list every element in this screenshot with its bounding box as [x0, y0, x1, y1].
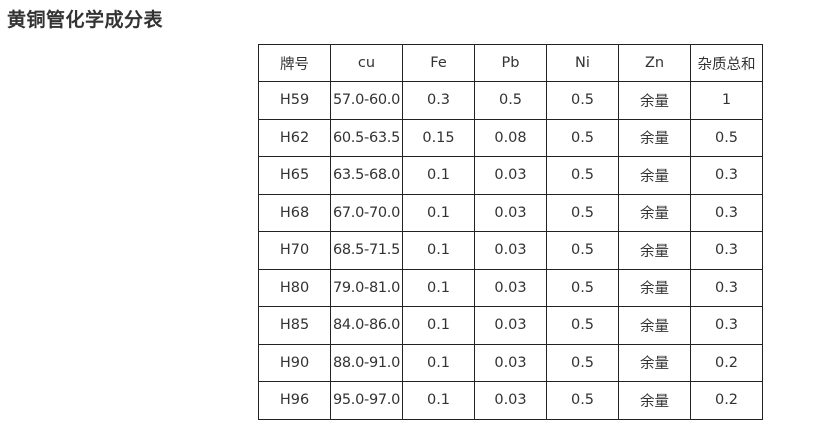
table-cell: 0.5: [546, 193, 619, 232]
table-cell: 0.03: [474, 268, 547, 307]
table-header-row: 牌号 cu Fe Pb Ni Zn 杂质总和: [258, 44, 763, 82]
table-cell: 0.5: [546, 268, 619, 307]
table-cell: 60.5-63.5: [330, 118, 403, 157]
table-cell: H59: [258, 81, 331, 120]
table-cell: 0.3: [690, 156, 763, 195]
table-cell: 0.3: [402, 81, 475, 120]
table-cell: H68: [258, 193, 331, 232]
table-cell: 0.08: [474, 118, 547, 157]
table-cell: 余量: [618, 343, 691, 382]
table-cell: 67.0-70.0: [330, 193, 403, 232]
table-cell: 0.5: [474, 81, 547, 120]
table-cell: 95.0-97.0: [330, 381, 403, 420]
table-cell: 余量: [618, 268, 691, 307]
table-cell: 84.0-86.0: [330, 306, 403, 345]
table-cell: 余量: [618, 156, 691, 195]
table-cell: 0.3: [690, 268, 763, 307]
table-cell: 余量: [618, 118, 691, 157]
column-header: cu: [330, 44, 403, 82]
table-cell: 0.1: [402, 306, 475, 345]
table-cell: 余量: [618, 81, 691, 120]
table-cell: 余量: [618, 193, 691, 232]
table-row: H62 60.5-63.5 0.15 0.08 0.5 余量 0.5: [258, 118, 763, 157]
table-row: H90 88.0-91.0 0.1 0.03 0.5 余量 0.2: [258, 343, 763, 382]
table-cell: 余量: [618, 381, 691, 420]
table-cell: H65: [258, 156, 331, 195]
table-cell: H80: [258, 268, 331, 307]
table-row: H68 67.0-70.0 0.1 0.03 0.5 余量 0.3: [258, 193, 763, 232]
table-cell: 0.03: [474, 156, 547, 195]
column-header: Ni: [546, 44, 619, 82]
table-cell: 0.2: [690, 343, 763, 382]
table-cell: H96: [258, 381, 331, 420]
table-cell: 68.5-71.5: [330, 231, 403, 270]
column-header: Zn: [618, 44, 691, 82]
table-row: H59 57.0-60.0 0.3 0.5 0.5 余量 1: [258, 81, 763, 120]
table-cell: 0.03: [474, 343, 547, 382]
table-cell: 0.5: [546, 306, 619, 345]
table-cell: 0.03: [474, 193, 547, 232]
column-header: 杂质总和: [690, 44, 763, 82]
table-cell: H85: [258, 306, 331, 345]
column-header: Fe: [402, 44, 475, 82]
table-cell: 0.1: [402, 231, 475, 270]
table-row: H70 68.5-71.5 0.1 0.03 0.5 余量 0.3: [258, 231, 763, 270]
table-cell: H90: [258, 343, 331, 382]
table-cell: 0.03: [474, 306, 547, 345]
table-cell: 0.5: [546, 231, 619, 270]
table-cell: 0.3: [690, 231, 763, 270]
table-row: H96 95.0-97.0 0.1 0.03 0.5 余量 0.2: [258, 381, 763, 420]
table-cell: 余量: [618, 231, 691, 270]
table-cell: 0.1: [402, 193, 475, 232]
table-cell: H62: [258, 118, 331, 157]
table-cell: 0.5: [546, 381, 619, 420]
table-cell: H70: [258, 231, 331, 270]
table-cell: 0.03: [474, 381, 547, 420]
table-cell: 0.1: [402, 156, 475, 195]
table-row: H65 63.5-68.0 0.1 0.03 0.5 余量 0.3: [258, 156, 763, 195]
table-row: H80 79.0-81.0 0.1 0.03 0.5 余量 0.3: [258, 268, 763, 307]
table-cell: 0.3: [690, 306, 763, 345]
column-header: Pb: [474, 44, 547, 82]
table-cell: 0.15: [402, 118, 475, 157]
column-header: 牌号: [258, 44, 331, 82]
table-cell: 0.2: [690, 381, 763, 420]
table-cell: 0.5: [546, 81, 619, 120]
table-cell: 0.1: [402, 268, 475, 307]
page-title: 黄铜管化学成分表: [7, 9, 164, 31]
composition-table: 牌号 cu Fe Pb Ni Zn 杂质总和 H59 57.0-60.0 0.3 0.5 0.5 余量 1…: [258, 44, 763, 420]
table-cell: 0.3: [690, 193, 763, 232]
table-cell: 0.1: [402, 381, 475, 420]
table-cell: 0.5: [690, 118, 763, 157]
table-cell: 0.5: [546, 118, 619, 157]
table-cell: 88.0-91.0: [330, 343, 403, 382]
table-cell: 57.0-60.0: [330, 81, 403, 120]
table-cell: 0.5: [546, 156, 619, 195]
table-cell: 79.0-81.0: [330, 268, 403, 307]
table-cell: 余量: [618, 306, 691, 345]
table-cell: 1: [690, 81, 763, 120]
table-cell: 0.1: [402, 343, 475, 382]
table-row: H85 84.0-86.0 0.1 0.03 0.5 余量 0.3: [258, 306, 763, 345]
table-cell: 0.03: [474, 231, 547, 270]
table-cell: 0.5: [546, 343, 619, 382]
table-cell: 63.5-68.0: [330, 156, 403, 195]
